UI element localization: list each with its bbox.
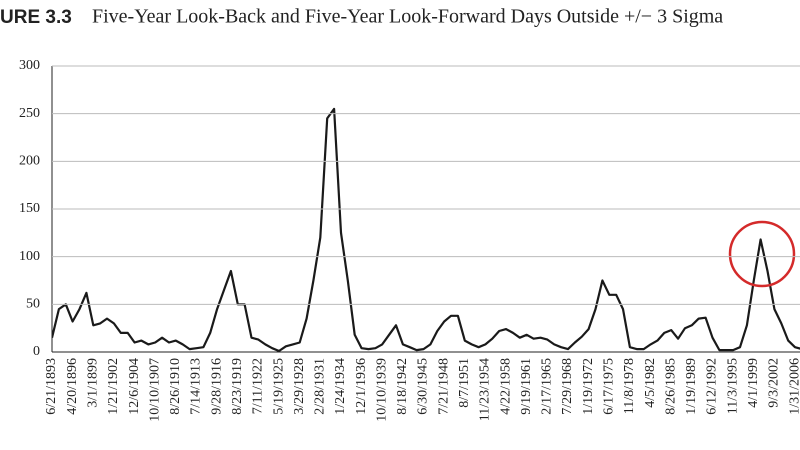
x-tick-label: 12/1/1936: [354, 358, 369, 415]
x-tick-label: 6/21/1893: [44, 358, 59, 415]
x-tick-label: 7/29/1968: [560, 358, 575, 415]
y-tick-label: 250: [19, 106, 40, 121]
y-tick-label: 200: [19, 154, 40, 169]
x-tick-label: 3/29/1928: [292, 358, 307, 415]
x-tick-label: 9/28/1916: [209, 358, 224, 415]
x-tick-label: 1/19/1989: [684, 358, 699, 415]
y-tick-label: 150: [19, 201, 40, 216]
x-tick-label: 1/24/1934: [333, 358, 348, 415]
x-tick-label: 8/18/1942: [395, 358, 410, 415]
x-tick-label: 4/5/1982: [643, 358, 658, 408]
x-tick-label: 12/6/1904: [127, 358, 142, 415]
x-tick-label: 8/7/1951: [457, 358, 472, 408]
x-tick-label: 11/3/1995: [725, 358, 740, 414]
y-tick-label: 300: [19, 58, 40, 73]
x-tick-label: 6/17/1975: [601, 358, 616, 415]
x-tick-label: 10/10/1907: [147, 358, 162, 422]
highlight-circle: [728, 220, 796, 288]
chart-title: Five-Year Look-Back and Five-Year Look-F…: [92, 6, 723, 28]
x-tick-label: 1/31/2006: [787, 358, 800, 415]
y-tick-label: 100: [19, 249, 40, 264]
x-tick-label: 4/20/1896: [65, 358, 80, 415]
x-tick-label: 9/3/2002: [767, 358, 782, 408]
x-tick-label: 4/1/1999: [746, 358, 761, 408]
y-tick-label: 0: [33, 344, 40, 359]
x-tick-label: 9/19/1961: [519, 358, 534, 415]
x-tick-label: 6/30/1945: [416, 358, 431, 415]
figure-label: URE 3.3: [0, 7, 72, 28]
x-tick-label: 1/21/1902: [106, 358, 121, 415]
x-tick-label: 7/21/1948: [436, 358, 451, 415]
x-tick-label: 5/19/1925: [271, 358, 286, 415]
x-tick-label: 11/23/1954: [478, 358, 493, 421]
x-tick-label: 4/22/1958: [498, 358, 513, 415]
data-line: [52, 107, 800, 353]
x-tick-label: 10/10/1939: [374, 358, 389, 422]
x-tick-label: 7/11/1922: [251, 358, 266, 414]
x-tick-label: 7/14/1913: [189, 358, 204, 415]
x-tick-label: 2/28/1931: [313, 358, 328, 415]
x-tick-label: 2/17/1965: [540, 358, 555, 415]
y-tick-label: 50: [26, 297, 40, 312]
x-tick-label: 1/19/1972: [581, 358, 596, 415]
x-tick-label: 8/23/1919: [230, 358, 245, 415]
x-tick-label: 11/8/1978: [622, 358, 637, 414]
x-tick-label: 6/12/1992: [705, 358, 720, 415]
x-tick-label: 8/26/1910: [168, 358, 183, 415]
plot-area: [52, 107, 800, 353]
x-tick-label: 8/26/1985: [663, 358, 678, 415]
x-tick-label: 3/1/1899: [85, 358, 100, 408]
